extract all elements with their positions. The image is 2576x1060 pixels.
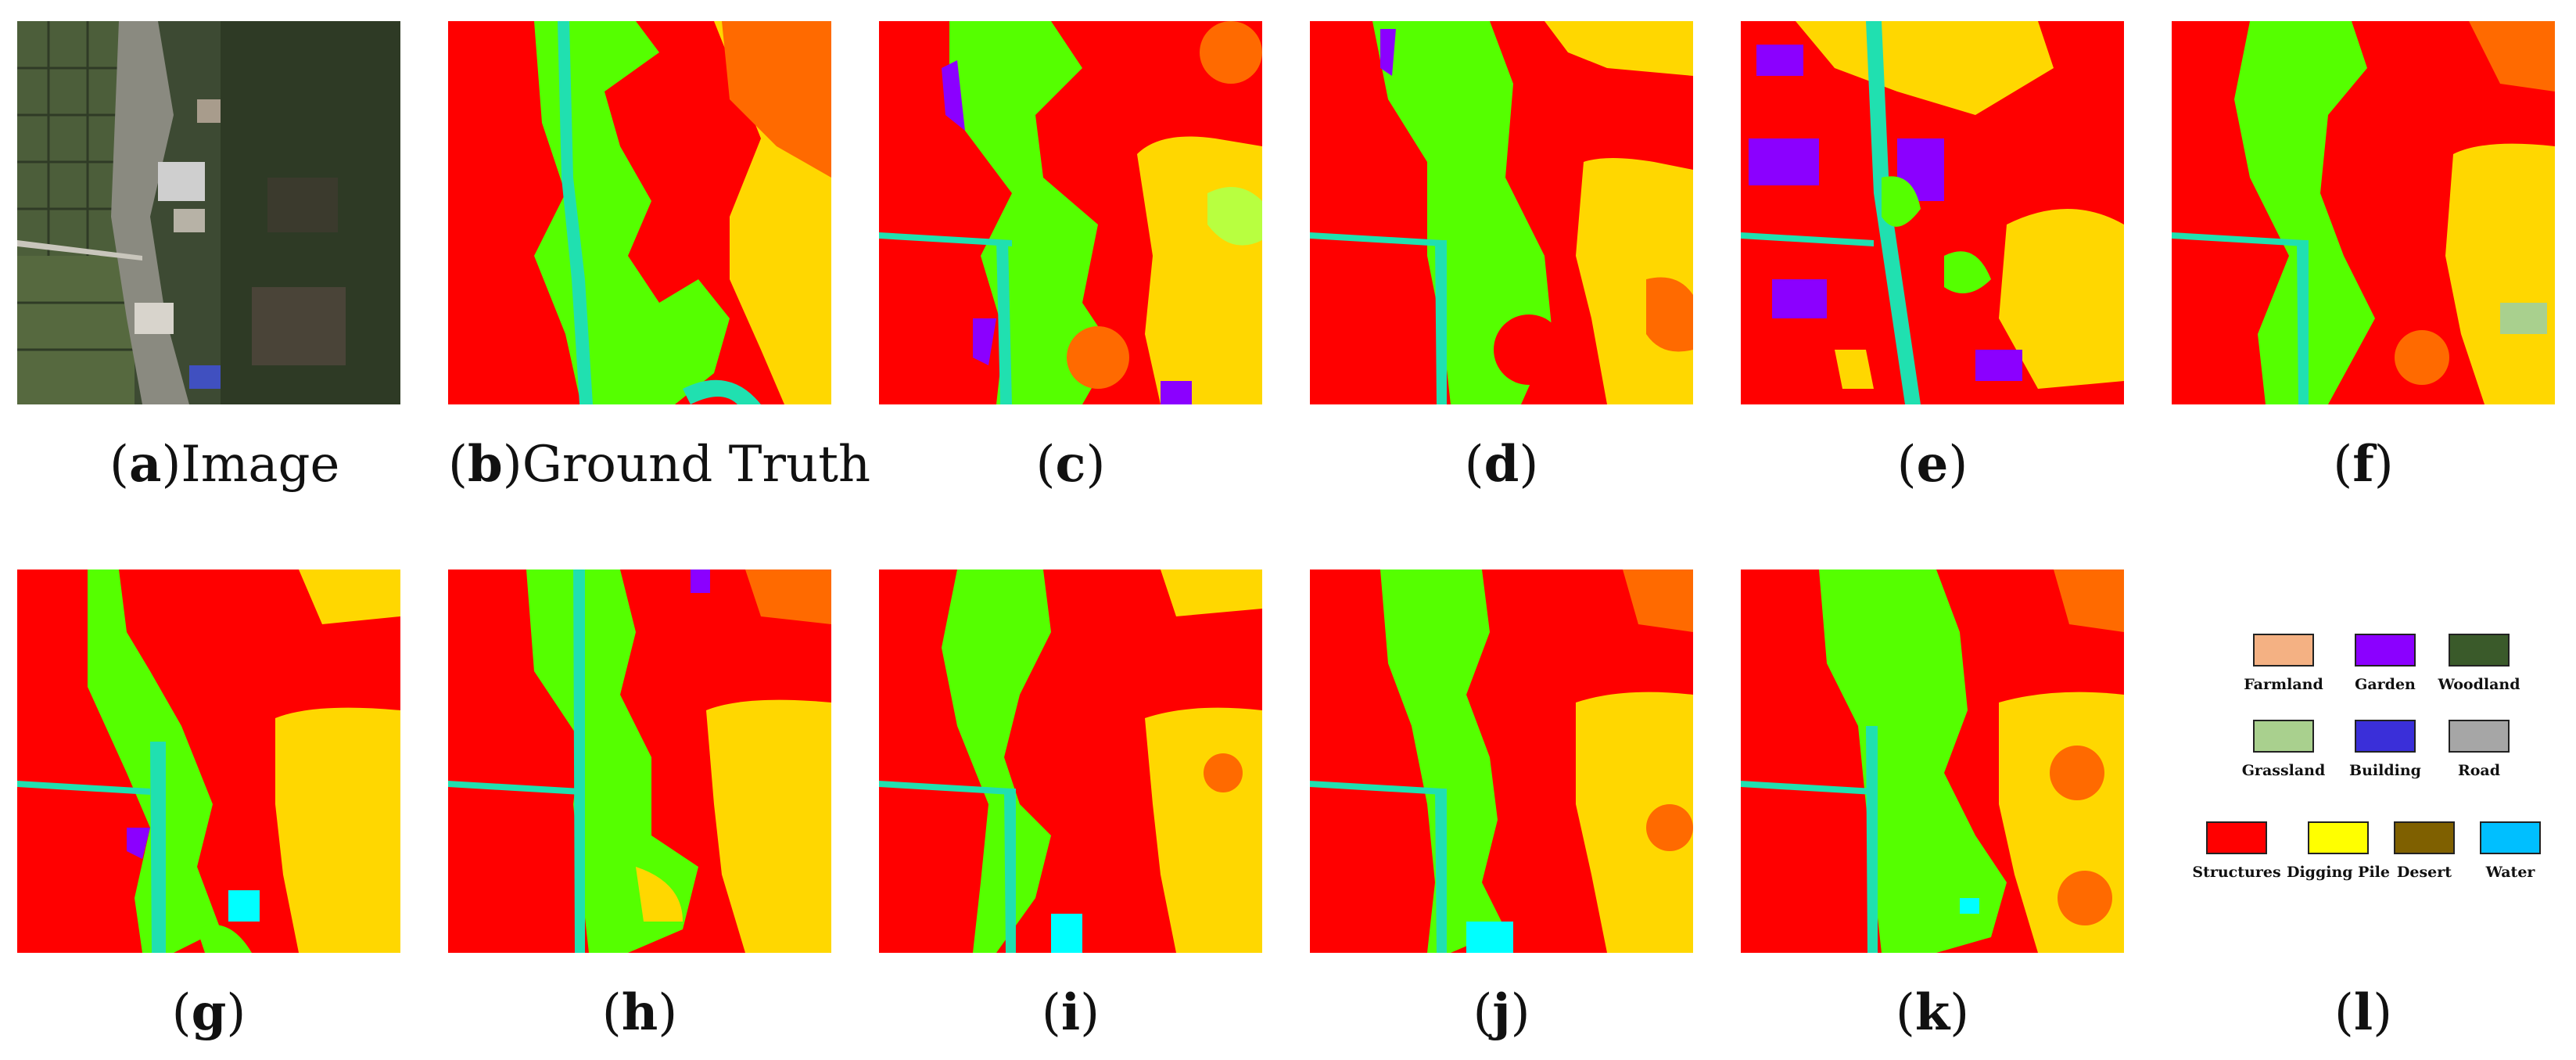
- caption-f: (f): [2333, 435, 2394, 494]
- legend-swatch-garden: [2355, 634, 2416, 667]
- caption-e-letter: e: [1916, 435, 1949, 494]
- panel-a-aerial-image: [17, 21, 400, 404]
- legend-item-woodland: Woodland: [2424, 634, 2534, 693]
- caption-a-letter: a: [128, 435, 162, 494]
- caption-j-letter: j: [1492, 983, 1511, 1042]
- prediction-map-g: [17, 570, 400, 953]
- legend-item-structures: Structures: [2182, 821, 2291, 881]
- legend-label-desert: Desert: [2396, 864, 2452, 881]
- legend-swatch-woodland: [2449, 634, 2510, 667]
- legend-label-digging-pile: Digging Pile: [2286, 864, 2390, 881]
- legend-label-grassland: Grassland: [2241, 762, 2326, 779]
- prediction-map-f: [2172, 21, 2555, 404]
- panel-f-prediction: [2172, 21, 2555, 404]
- panel-h-prediction: [448, 570, 831, 953]
- panel-c-prediction: [879, 21, 1262, 404]
- caption-a: (a)Image: [109, 435, 340, 494]
- caption-b: (b)Ground Truth: [448, 435, 871, 494]
- legend-swatch-water: [2480, 821, 2541, 854]
- caption-f-letter: f: [2352, 435, 2374, 494]
- panel-e-prediction: [1741, 21, 2124, 404]
- legend-item-building: Building: [2330, 720, 2440, 779]
- panel-g-prediction: [17, 570, 400, 953]
- legend-label-road: Road: [2457, 762, 2501, 779]
- legend-label-garden: Garden: [2355, 676, 2416, 693]
- panel-d-prediction: [1310, 21, 1693, 404]
- panel-k-prediction: [1741, 570, 2124, 953]
- legend-item-digging-pile: Digging Pile: [2284, 821, 2393, 881]
- legend-swatch-desert: [2394, 821, 2455, 854]
- prediction-map-h: [448, 570, 831, 953]
- legend-item-grassland: Grassland: [2229, 720, 2338, 779]
- legend-item-road: Road: [2424, 720, 2534, 779]
- caption-k-letter: k: [1914, 983, 1950, 1042]
- caption-d-letter: d: [1484, 435, 1519, 494]
- caption-g: (g): [171, 983, 246, 1042]
- prediction-map-d: [1310, 21, 1693, 404]
- panel-j-prediction: [1310, 570, 1693, 953]
- caption-b-letter: b: [467, 435, 503, 494]
- class-legend: Farmland Garden Woodland Grassland Build…: [2166, 602, 2542, 915]
- legend-label-woodland: Woodland: [2438, 676, 2520, 693]
- legend-swatch-digging-pile: [2308, 821, 2369, 854]
- legend-swatch-grassland: [2253, 720, 2314, 753]
- caption-k: (k): [1895, 983, 1970, 1042]
- prediction-map-i: [879, 570, 1262, 953]
- caption-l-letter: l: [2353, 983, 2373, 1042]
- caption-i: (i): [1041, 983, 1100, 1042]
- legend-swatch-road: [2449, 720, 2510, 753]
- aerial-image: [17, 21, 400, 404]
- legend-swatch-building: [2355, 720, 2416, 753]
- prediction-map-k: [1741, 570, 2124, 953]
- legend-label-building: Building: [2349, 762, 2421, 779]
- caption-c-letter: c: [1055, 435, 1086, 494]
- legend-item-desert: Desert: [2370, 821, 2479, 881]
- caption-h: (h): [601, 983, 678, 1042]
- caption-j: (j): [1473, 983, 1530, 1042]
- panel-b-ground-truth: [448, 21, 831, 404]
- caption-e: (e): [1896, 435, 1968, 494]
- legend-swatch-structures: [2206, 821, 2267, 854]
- caption-c: (c): [1035, 435, 1106, 494]
- caption-a-text: Image: [181, 436, 340, 494]
- caption-g-letter: g: [191, 983, 227, 1042]
- ground-truth-map: [448, 21, 831, 404]
- legend-swatch-farmland: [2253, 634, 2314, 667]
- legend-label-farmland: Farmland: [2244, 676, 2323, 693]
- legend-item-water: Water: [2456, 821, 2565, 881]
- caption-i-letter: i: [1060, 983, 1081, 1042]
- caption-l: (l): [2334, 983, 2393, 1042]
- prediction-map-j: [1310, 570, 1693, 953]
- panel-i-prediction: [879, 570, 1262, 953]
- prediction-map-c: [879, 21, 1262, 404]
- legend-label-structures: Structures: [2192, 864, 2281, 881]
- legend-label-water: Water: [2485, 864, 2535, 881]
- prediction-map-e: [1741, 21, 2124, 404]
- caption-b-text: Ground Truth: [522, 436, 871, 494]
- caption-h-letter: h: [621, 983, 658, 1042]
- legend-item-garden: Garden: [2330, 634, 2440, 693]
- legend-item-farmland: Farmland: [2229, 634, 2338, 693]
- caption-d: (d): [1464, 435, 1539, 494]
